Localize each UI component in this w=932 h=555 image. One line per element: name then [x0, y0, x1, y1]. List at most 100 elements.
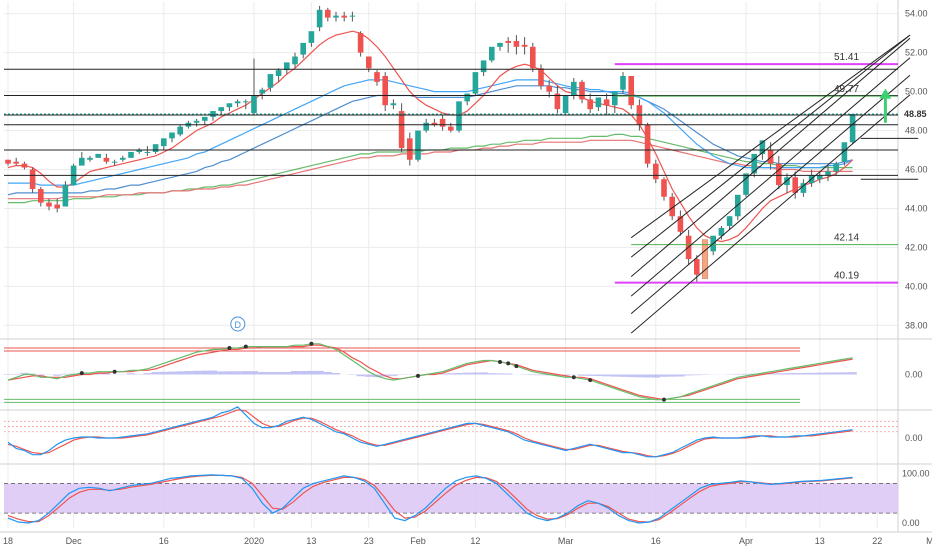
candle-body — [104, 158, 110, 162]
candle-body — [587, 99, 593, 109]
price-tick-label: 42.00 — [905, 242, 928, 252]
macd-histogram-bar — [619, 375, 627, 377]
macd-histogram-bar — [578, 375, 586, 376]
candle-body — [13, 162, 19, 164]
candle-body — [473, 72, 479, 93]
candle-body — [645, 125, 651, 164]
macd-histogram-bar — [53, 375, 61, 376]
candle-body — [579, 82, 585, 100]
candle-body — [341, 16, 347, 18]
macd-cross-dot — [506, 361, 510, 365]
time-tick-label: 23 — [364, 536, 374, 546]
macd-histogram-bar — [266, 372, 274, 375]
candle-body — [407, 138, 413, 159]
macd-histogram-bar — [471, 373, 479, 375]
candle-body — [79, 158, 85, 166]
candle-body — [268, 74, 274, 88]
macd-histogram-bar — [775, 373, 783, 374]
channel-line — [631, 38, 910, 276]
candle-body — [300, 43, 306, 55]
rsi-tick-label: 100.00 — [902, 468, 930, 478]
macd-histogram-bar — [184, 371, 192, 374]
macd-cross-dot — [416, 374, 420, 378]
macd-histogram-bar — [234, 371, 242, 374]
stoch-tick-label: 0.00 — [905, 433, 923, 443]
macd-histogram-bar — [496, 373, 504, 374]
candle-body — [227, 103, 233, 107]
macd-histogram-bar — [324, 372, 332, 375]
indicators-layer — [4, 31, 898, 523]
time-tick-label: Mar — [558, 536, 574, 546]
macd-cross-dot — [227, 346, 231, 350]
macd-histogram-bar — [504, 373, 512, 374]
macd-histogram-bar — [849, 372, 857, 374]
candle-body — [317, 10, 323, 28]
macd-histogram-bar — [783, 373, 791, 374]
candle-body — [481, 60, 487, 72]
candle-body — [825, 171, 831, 175]
candle-body — [5, 160, 11, 164]
candle-body — [538, 68, 544, 86]
macd-histogram-bar — [832, 372, 840, 374]
time-tick-label: 22 — [872, 536, 882, 546]
candle-body — [120, 158, 126, 160]
candle-body — [202, 117, 208, 121]
level-label: 51.41 — [834, 52, 859, 63]
macd-histogram-bar — [808, 373, 816, 375]
macd-histogram-bar — [12, 374, 20, 375]
channel-line — [631, 35, 910, 238]
time-tick-label: 16 — [651, 536, 661, 546]
macd-histogram-bar — [455, 373, 463, 375]
macd-histogram-bar — [627, 375, 635, 378]
macd-histogram-bar — [275, 372, 283, 375]
time-tick-label: Apr — [739, 536, 753, 546]
price-tick-label: 54.00 — [905, 9, 928, 19]
macd-histogram-bar — [693, 375, 701, 376]
candle-body — [366, 57, 372, 69]
candle-body — [546, 86, 552, 92]
macd-histogram-bar — [365, 375, 373, 377]
macd-histogram-bar — [127, 373, 135, 374]
macd-histogram-bar — [217, 371, 225, 374]
macd-histogram-bar — [652, 375, 660, 378]
macd-histogram-bar — [742, 374, 750, 375]
time-tick-label: 2020 — [244, 536, 264, 546]
macd-cross-dot — [588, 378, 592, 382]
macd-cross-dot — [514, 364, 518, 368]
candle-body — [661, 179, 667, 197]
ema-mid2-line — [8, 86, 853, 195]
candle-body — [153, 144, 159, 152]
candle-body — [243, 101, 249, 102]
candle-body — [276, 70, 282, 76]
candle-body — [530, 47, 536, 68]
macd-cross-dot — [113, 370, 117, 374]
dividend-marker-label: D — [235, 320, 242, 330]
macd-histogram-bar — [594, 375, 602, 377]
last-price-label: 48.85 — [904, 109, 927, 119]
candle-body — [374, 72, 380, 82]
time-tick-label: May — [926, 536, 932, 546]
macd-cross-dot — [572, 375, 576, 379]
candle-body — [415, 131, 421, 160]
candle-body — [571, 82, 577, 96]
candle-body — [489, 47, 495, 61]
price-tick-label: 40.00 — [905, 281, 928, 291]
candle-body — [514, 41, 520, 47]
candles-layer — [5, 6, 855, 283]
time-tick-label: 13 — [306, 536, 316, 546]
candle-body — [497, 43, 503, 47]
macd-histogram-bar — [209, 371, 217, 375]
macd-histogram-bar — [357, 375, 365, 377]
axes-layer: 54.0052.0050.0048.0046.0044.0042.0040.00… — [3, 9, 932, 546]
time-tick-label: Dec — [66, 536, 83, 546]
macd-cross-dot — [662, 398, 666, 402]
channel-line — [631, 75, 910, 313]
macd-tick-label: 0.00 — [905, 370, 923, 380]
candle-body — [145, 152, 151, 153]
price-tick-label: 44.00 — [905, 203, 928, 213]
candle-body — [563, 95, 569, 113]
macd-histogram-bar — [816, 373, 824, 375]
macd-histogram-bar — [193, 371, 201, 375]
level-label: 40.19 — [834, 271, 859, 282]
